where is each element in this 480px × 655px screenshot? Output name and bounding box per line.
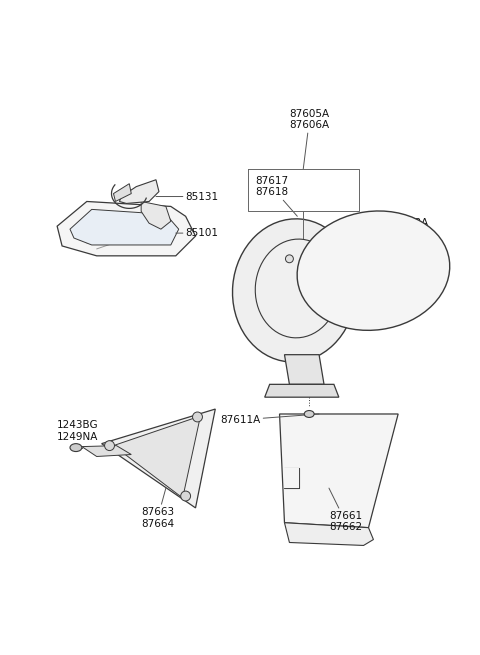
Circle shape	[105, 441, 114, 451]
Text: 1243BG
1249NA: 1243BG 1249NA	[57, 420, 99, 447]
Text: 87623A
87624B: 87623A 87624B	[388, 218, 429, 263]
Text: 85131: 85131	[156, 191, 219, 202]
Polygon shape	[264, 384, 339, 397]
Polygon shape	[82, 445, 131, 457]
Polygon shape	[285, 468, 300, 488]
Circle shape	[180, 491, 191, 501]
Polygon shape	[285, 523, 373, 546]
Ellipse shape	[232, 219, 356, 362]
Polygon shape	[57, 202, 195, 256]
Ellipse shape	[70, 443, 82, 451]
Polygon shape	[141, 202, 171, 229]
Circle shape	[192, 412, 203, 422]
Text: 87611A: 87611A	[220, 414, 319, 425]
Text: 85101: 85101	[176, 228, 218, 238]
Text: 87617
87618: 87617 87618	[255, 176, 297, 216]
Text: 87661
87662: 87661 87662	[329, 488, 362, 533]
Ellipse shape	[304, 411, 314, 417]
Polygon shape	[120, 179, 159, 204]
Text: 87605A
87606A: 87605A 87606A	[289, 109, 330, 169]
Polygon shape	[279, 414, 398, 528]
Polygon shape	[113, 183, 131, 202]
Ellipse shape	[255, 239, 339, 338]
Polygon shape	[285, 354, 324, 384]
Polygon shape	[113, 416, 201, 498]
Polygon shape	[102, 409, 216, 508]
Text: 87663
87664: 87663 87664	[141, 488, 174, 529]
Ellipse shape	[297, 211, 450, 330]
Polygon shape	[70, 210, 179, 245]
Circle shape	[286, 255, 293, 263]
